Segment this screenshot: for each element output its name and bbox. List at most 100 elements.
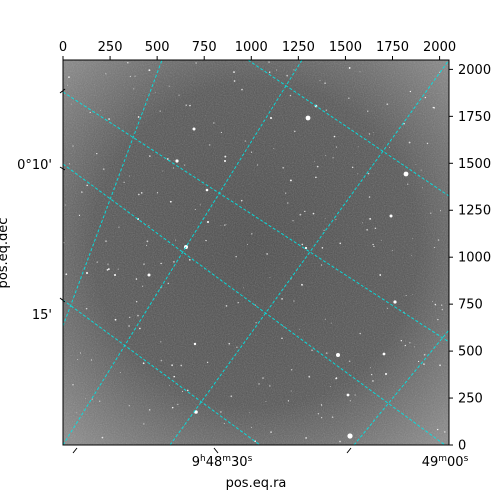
faint-star bbox=[188, 258, 191, 261]
faint-star bbox=[367, 110, 369, 112]
faint-star bbox=[436, 428, 439, 431]
faint-star bbox=[276, 69, 278, 71]
faint-star bbox=[324, 318, 326, 320]
faint-star bbox=[285, 192, 287, 194]
faint-star bbox=[255, 334, 257, 336]
faint-star bbox=[99, 109, 101, 111]
faint-star bbox=[99, 400, 101, 402]
faint-star bbox=[304, 210, 306, 212]
faint-star bbox=[237, 301, 239, 304]
faint-star bbox=[325, 155, 327, 157]
faint-star bbox=[173, 261, 175, 263]
faint-star bbox=[105, 73, 107, 75]
faint-star bbox=[331, 416, 334, 418]
faint-star bbox=[78, 214, 81, 216]
faint-star bbox=[324, 218, 326, 219]
faint-star bbox=[359, 71, 361, 73]
faint-star bbox=[321, 417, 323, 419]
bright-star bbox=[393, 300, 397, 304]
faint-star bbox=[312, 212, 315, 215]
faint-star bbox=[233, 71, 235, 73]
grid-line-6 bbox=[169, 60, 449, 445]
faint-star bbox=[189, 104, 191, 107]
bright-star bbox=[389, 214, 393, 218]
faint-star bbox=[249, 412, 251, 414]
faint-star bbox=[80, 191, 83, 193]
faint-star bbox=[290, 390, 292, 392]
faint-star bbox=[225, 304, 228, 307]
faint-star bbox=[301, 283, 303, 286]
faint-star bbox=[146, 244, 148, 246]
faint-star bbox=[437, 239, 440, 241]
faint-star bbox=[89, 111, 91, 114]
faint-star bbox=[273, 148, 275, 149]
y-tick-label-5: 1250 bbox=[458, 204, 491, 219]
faint-star bbox=[137, 314, 139, 317]
faint-star bbox=[166, 158, 169, 160]
faint-star bbox=[205, 239, 207, 242]
pixel-x-axis: 0 250 500 750 1000 1250 1500 1750 2000 bbox=[59, 40, 456, 60]
faint-star bbox=[418, 360, 420, 363]
faint-star bbox=[143, 263, 145, 266]
faint-star bbox=[228, 342, 231, 345]
faint-star bbox=[316, 165, 319, 168]
faint-star bbox=[348, 67, 351, 69]
faint-star bbox=[389, 146, 391, 148]
x-axis-title: pos.eq.ra bbox=[226, 476, 287, 491]
faint-star bbox=[415, 164, 417, 166]
faint-star bbox=[133, 88, 135, 90]
faint-star bbox=[254, 304, 257, 306]
faint-star bbox=[85, 307, 88, 310]
faint-star bbox=[439, 210, 442, 212]
faint-star bbox=[241, 88, 243, 91]
sky-noise bbox=[63, 60, 449, 445]
faint-star bbox=[177, 403, 179, 406]
bright-star bbox=[270, 117, 272, 119]
faint-star bbox=[287, 400, 289, 402]
faint-star bbox=[107, 268, 110, 271]
faint-star bbox=[123, 181, 125, 183]
faint-star bbox=[169, 384, 170, 386]
faint-star bbox=[371, 373, 373, 376]
coordinate-grid bbox=[63, 60, 449, 445]
faint-star bbox=[281, 298, 283, 300]
image-area bbox=[63, 60, 449, 445]
bright-star bbox=[346, 393, 350, 397]
faint-star bbox=[136, 301, 138, 303]
faint-star bbox=[404, 344, 406, 347]
x-tick-label-4: 1000 bbox=[235, 40, 268, 55]
faint-star bbox=[64, 204, 66, 206]
faint-star bbox=[269, 277, 271, 278]
faint-star bbox=[223, 224, 226, 226]
faint-star bbox=[154, 92, 156, 93]
x-tick-label-7: 1750 bbox=[376, 40, 409, 55]
bright-star bbox=[305, 115, 311, 121]
ra-tick-label-2: 49m00s bbox=[422, 454, 469, 470]
faint-star bbox=[443, 431, 446, 433]
bright-star bbox=[86, 272, 88, 274]
faint-star bbox=[148, 69, 151, 72]
faint-star bbox=[323, 229, 325, 231]
faint-star bbox=[289, 94, 292, 97]
faint-star bbox=[129, 175, 130, 177]
faint-star bbox=[305, 437, 307, 439]
faint-star bbox=[137, 193, 140, 196]
faint-star bbox=[68, 163, 70, 165]
faint-star bbox=[348, 97, 350, 99]
y-tick-label-2: 500 bbox=[458, 345, 483, 360]
bright-star bbox=[347, 433, 353, 439]
y-tick-label-1: 250 bbox=[458, 392, 483, 407]
faint-star bbox=[224, 155, 227, 158]
faint-star bbox=[386, 307, 388, 309]
faint-star bbox=[321, 405, 323, 407]
y-tick-label-8: 2000 bbox=[458, 63, 491, 78]
faint-star bbox=[240, 199, 243, 202]
faint-star bbox=[160, 341, 162, 343]
y-tick-label-6: 1500 bbox=[458, 157, 491, 172]
faint-star bbox=[72, 384, 74, 386]
dec-tick-label-2: 15' bbox=[32, 308, 52, 323]
faint-star bbox=[424, 96, 427, 99]
faint-star bbox=[107, 263, 109, 265]
faint-star bbox=[119, 372, 121, 373]
faint-star bbox=[335, 219, 337, 221]
